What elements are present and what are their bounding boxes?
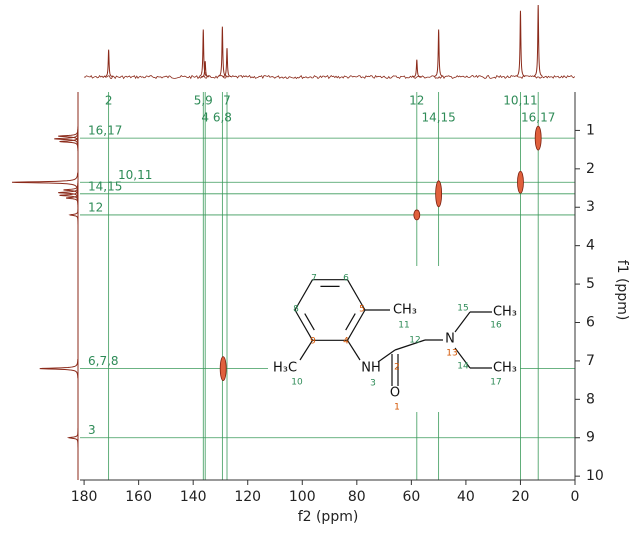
bond xyxy=(294,309,314,341)
f1-peak xyxy=(68,205,79,225)
x-tick-label: 20 xyxy=(512,489,530,505)
y-tick-label: 2 xyxy=(586,161,595,177)
row-label: 6,7,8 xyxy=(88,354,119,368)
f1-peak xyxy=(66,428,79,448)
y-tick-label: 1 xyxy=(586,122,595,138)
atom-label: N xyxy=(445,332,455,347)
row-label: 14,15 xyxy=(88,179,122,193)
column-label: 12 xyxy=(409,94,424,108)
column-label: 14,15 xyxy=(421,111,455,125)
cross-peak xyxy=(435,180,443,208)
y-tick-label: 3 xyxy=(586,199,595,215)
f1-peak xyxy=(54,129,79,149)
atom-number: 17 xyxy=(490,378,501,388)
row-label: 3 xyxy=(88,423,96,437)
f1-peak xyxy=(59,131,79,152)
bond xyxy=(346,279,366,311)
atom-number: 16 xyxy=(490,321,502,331)
f2-peak xyxy=(218,26,227,77)
bond xyxy=(304,313,315,331)
f2-baseline xyxy=(83,74,576,80)
f1-peak xyxy=(66,188,79,208)
column-label: 4 xyxy=(201,111,209,125)
atom-number: 11 xyxy=(398,321,409,331)
atom-number: 10 xyxy=(291,378,303,388)
bond xyxy=(345,313,356,331)
cross-peak xyxy=(219,356,227,381)
atom-label: CH₃ xyxy=(493,305,517,320)
x-tick-label: 140 xyxy=(180,489,207,505)
atom-number: 15 xyxy=(457,304,468,314)
atom-label: NH xyxy=(361,361,381,376)
bond xyxy=(394,339,426,351)
column-label: 6,8 xyxy=(213,111,232,125)
f2-peak xyxy=(412,59,421,78)
x-tick-label: 160 xyxy=(125,489,152,505)
x-axis-label: f2 (ppm) xyxy=(298,509,359,525)
cross-peak xyxy=(517,170,524,194)
x-tick-label: 40 xyxy=(457,489,475,505)
cross-peak xyxy=(413,209,421,221)
f2-peak xyxy=(104,49,113,78)
x-tick-label: 180 xyxy=(71,489,98,505)
bond xyxy=(346,339,361,361)
y-tick-label: 5 xyxy=(586,276,595,292)
atom-number: 1 xyxy=(394,403,400,413)
atom-number: 5 xyxy=(359,305,365,315)
f2-peak xyxy=(516,10,525,77)
bond xyxy=(299,339,314,361)
bond xyxy=(454,347,471,369)
x-tick-label: 120 xyxy=(234,489,261,505)
atom-number: 3 xyxy=(370,379,376,389)
atom-label: CH₃ xyxy=(493,361,517,376)
column-label: 7 xyxy=(223,94,231,108)
x-tick-label: 60 xyxy=(402,489,420,505)
row-label: 12 xyxy=(88,200,103,214)
atom-number: 7 xyxy=(311,274,317,284)
bond xyxy=(346,309,366,341)
y-tick-label: 4 xyxy=(586,238,595,254)
row-label: 10,11 xyxy=(118,168,152,182)
x-tick-label: 80 xyxy=(348,489,366,505)
y-tick-label: 9 xyxy=(586,430,595,446)
column-label: 10,11 xyxy=(503,94,537,108)
structure-backdrop xyxy=(268,266,520,412)
x-tick-label: 100 xyxy=(289,489,316,505)
atom-number: 12 xyxy=(409,336,420,346)
row-label: 16,17 xyxy=(88,124,122,138)
column-label: 5,9 xyxy=(194,94,213,108)
y-tick-label: 6 xyxy=(586,314,595,330)
y-tick-label: 8 xyxy=(586,391,595,407)
atom-label: H₃C xyxy=(273,361,297,376)
atom-number: 2 xyxy=(394,363,400,373)
atom-number: 9 xyxy=(310,337,316,347)
column-label: 16,17 xyxy=(521,111,555,125)
y-tick-label: 10 xyxy=(586,468,604,484)
column-label: 2 xyxy=(105,94,113,108)
cross-peak xyxy=(534,125,542,151)
f2-peak xyxy=(434,29,443,77)
atom-number: 13 xyxy=(446,349,457,359)
f1-peak xyxy=(39,358,79,379)
y-axis-label: f1 (ppm) xyxy=(614,260,630,321)
bond xyxy=(294,279,314,311)
atom-number: 8 xyxy=(293,305,299,315)
atom-label: CH₃ xyxy=(393,303,417,318)
f2-peak xyxy=(222,48,232,78)
atom-number: 14 xyxy=(457,362,469,372)
atom-number: 4 xyxy=(343,337,349,347)
bond xyxy=(454,311,471,333)
f2-peak xyxy=(533,4,543,77)
y-tick-label: 7 xyxy=(586,353,595,369)
bond xyxy=(377,349,396,363)
f1-peak xyxy=(11,172,79,192)
atom-number: 6 xyxy=(343,274,349,284)
f2-peak xyxy=(201,61,210,78)
f2-peak xyxy=(199,29,208,77)
atom-label: O xyxy=(390,386,400,401)
x-tick-label: 0 xyxy=(571,489,580,505)
